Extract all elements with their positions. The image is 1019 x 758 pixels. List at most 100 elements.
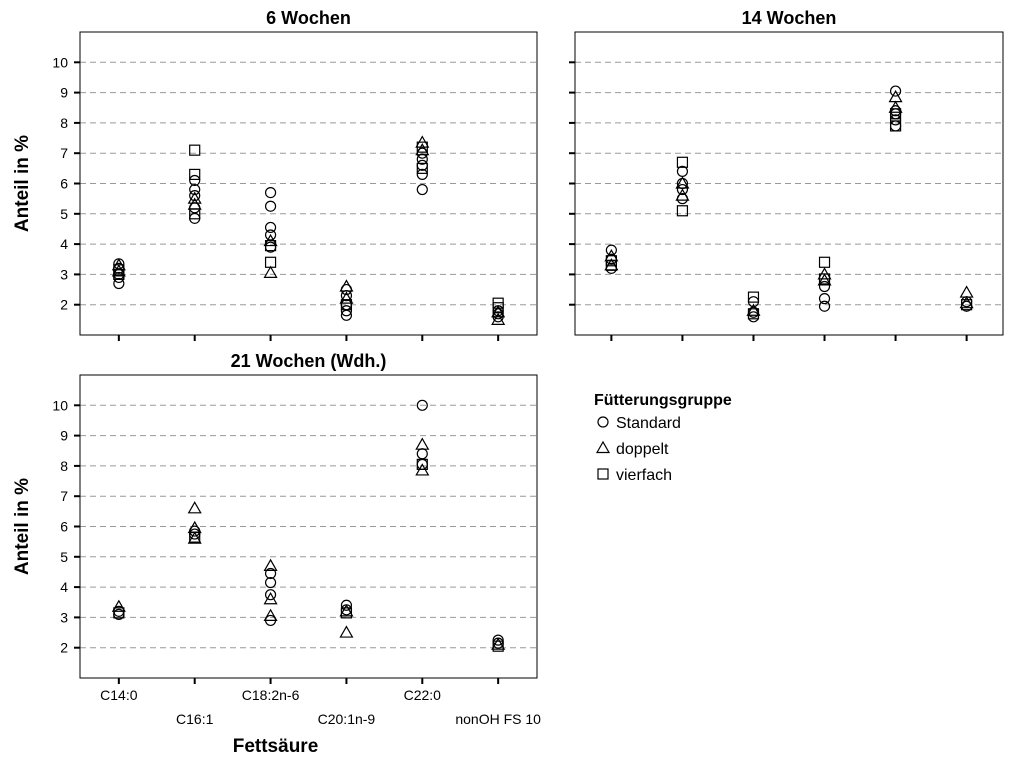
data-point-standard-c20-1n-9 [818,280,831,293]
data-point-standard-c14-0 [113,277,125,290]
x-tick-label: C20:1n-9 [318,711,376,727]
y-axis-label: Anteil in % [12,135,33,232]
y-tick-label: 4 [60,579,68,595]
panel-title: 21 Wochen (Wdh.) [231,351,387,371]
x-tick-label: C14:0 [100,687,138,703]
data-point-vierfach-c22-0 [416,141,428,153]
data-point-standard-c18-2n-6 [264,186,277,199]
data-point-vierfach-c18-2n-6 [747,291,760,303]
data-point-standard-c18-2n-6 [264,576,277,589]
data-point-vierfach-c16-1 [189,208,201,220]
data-point-doppelt-nonoh-fs-10 [959,295,974,309]
y-tick-label: 9 [60,85,68,101]
y-tick-label: 6 [60,176,68,192]
data-point-standard-c22-0 [889,85,902,97]
data-point-standard-c16-1 [189,183,201,196]
x-tick-label: nonOH FS 10 [455,711,541,727]
data-point-doppelt-c16-1 [187,191,202,204]
panel-6-wochen: 2 3 4 5 6 7 8 9 10 6 Wochen Anteil in % [12,8,538,341]
data-point-standard-c18-2n-6 [264,221,277,234]
plot-frame [79,374,538,679]
data-point-doppelt-c22-0 [415,437,430,450]
data-point-doppelt-c18-2n-6 [746,303,761,316]
data-point-vierfach-nonoh-fs-10 [492,297,504,309]
data-point-doppelt-c18-2n-6 [263,558,278,571]
data-point-vierfach-c14-0 [605,255,617,267]
data-point-doppelt-c22-0 [888,100,903,113]
data-point-vierfach-c16-1 [189,531,201,543]
legend-label-standard: Standard [616,415,681,432]
y-tick-label: 6 [60,519,68,535]
data-point-doppelt-c14-0 [111,599,126,612]
data-point-vierfach-c22-0 [889,108,902,120]
x-tick-label: C22:0 [404,687,442,703]
data-point-vierfach-c20-1n-9 [818,256,831,268]
data-point-vierfach-nonoh-fs-10 [492,640,504,652]
y-tick-label: 2 [60,297,68,313]
panel-title: 6 Wochen [266,8,351,28]
y-tick-label: 7 [60,145,68,161]
data-point-doppelt-c20-1n-9 [339,604,354,617]
data-point-vierfach-c14-0 [113,607,125,619]
panel-14-wochen: 14 Wochen [569,8,1004,341]
data-point-doppelt-c20-1n-9 [339,279,354,292]
data-point-standard-c20-1n-9 [340,309,353,321]
data-point-doppelt-c18-2n-6 [263,608,278,621]
data-point-doppelt-c18-2n-6 [263,592,278,605]
y-tick-label: 4 [60,236,68,252]
data-point-doppelt-c18-2n-6 [263,265,278,278]
y-tick-label: 8 [60,115,68,131]
data-point-standard-c14-0 [605,244,617,256]
data-point-standard-c20-1n-9 [818,293,831,305]
data-point-doppelt-nonoh-fs-10 [491,637,506,650]
data-point-standard-c16-1 [189,190,201,202]
y-tick-label: 3 [60,266,68,282]
data-point-vierfach-c18-2n-6 [264,240,277,252]
data-point-vierfach-c20-1n-9 [818,273,831,285]
data-point-vierfach-c18-2n-6 [264,256,277,268]
data-point-doppelt-c20-1n-9 [339,625,354,638]
panel-21-wochen-wdh: 2 3 4 5 6 7 8 9 10 C14:0 C16:1 C18:2n-6 C20:1n-9 C22:… [12,351,541,757]
data-point-vierfach-c16-1 [676,205,689,217]
data-point-standard-c20-1n-9 [340,599,353,611]
data-point-vierfach-c20-1n-9 [340,607,353,619]
data-point-standard-c16-1 [189,174,201,187]
data-point-standard-c22-0 [416,399,428,411]
y-tick-label: 7 [60,488,68,504]
data-point-doppelt-nonoh-fs-10 [491,312,506,325]
data-point-doppelt-nonoh-fs-10 [491,305,506,318]
data-point-doppelt-nonoh-fs-10 [959,285,974,298]
x-tick-label: C18:2n-6 [242,687,300,703]
data-point-doppelt-c20-1n-9 [817,273,832,286]
data-point-doppelt-c20-1n-9 [339,291,354,304]
data-point-standard-c22-0 [416,448,428,460]
y-tick-label: 2 [60,640,68,656]
data-point-vierfach-c22-0 [889,120,902,132]
data-point-doppelt-c22-0 [888,89,903,103]
data-point-standard-c22-0 [416,168,428,181]
data-point-doppelt-c16-1 [675,176,690,189]
legend-items: Standard doppelt vierfach [595,415,681,484]
legend: Fütterungsgruppe Standard doppelt vierfach [594,392,732,484]
data-point-doppelt-c14-0 [111,264,126,277]
data-point-standard-nonoh-fs-10 [492,634,504,646]
data-point-doppelt-c16-1 [187,531,202,544]
data-point-vierfach-c22-0 [416,162,428,174]
y-tick-label: 10 [52,397,68,413]
data-point-vierfach-c22-0 [416,458,428,470]
data-point-standard-c22-0 [889,114,902,126]
data-point-standard-c16-1 [676,183,689,196]
data-point-standard-c18-2n-6 [264,200,277,212]
legend-label-vierfach: vierfach [616,467,672,484]
legend-marker-doppelt [595,440,611,454]
data-point-standard-nonoh-fs-10 [492,308,504,320]
y-tick-label: 9 [60,428,68,444]
data-point-standard-c20-1n-9 [818,300,831,312]
data-point-vierfach-c16-1 [189,168,201,181]
legend-marker-standard [597,416,609,428]
y-tick-label: 5 [60,206,68,222]
plot-frame [79,31,538,336]
x-axis-label: Fettsäure [233,736,319,757]
data-point-vierfach-nonoh-fs-10 [961,299,973,311]
